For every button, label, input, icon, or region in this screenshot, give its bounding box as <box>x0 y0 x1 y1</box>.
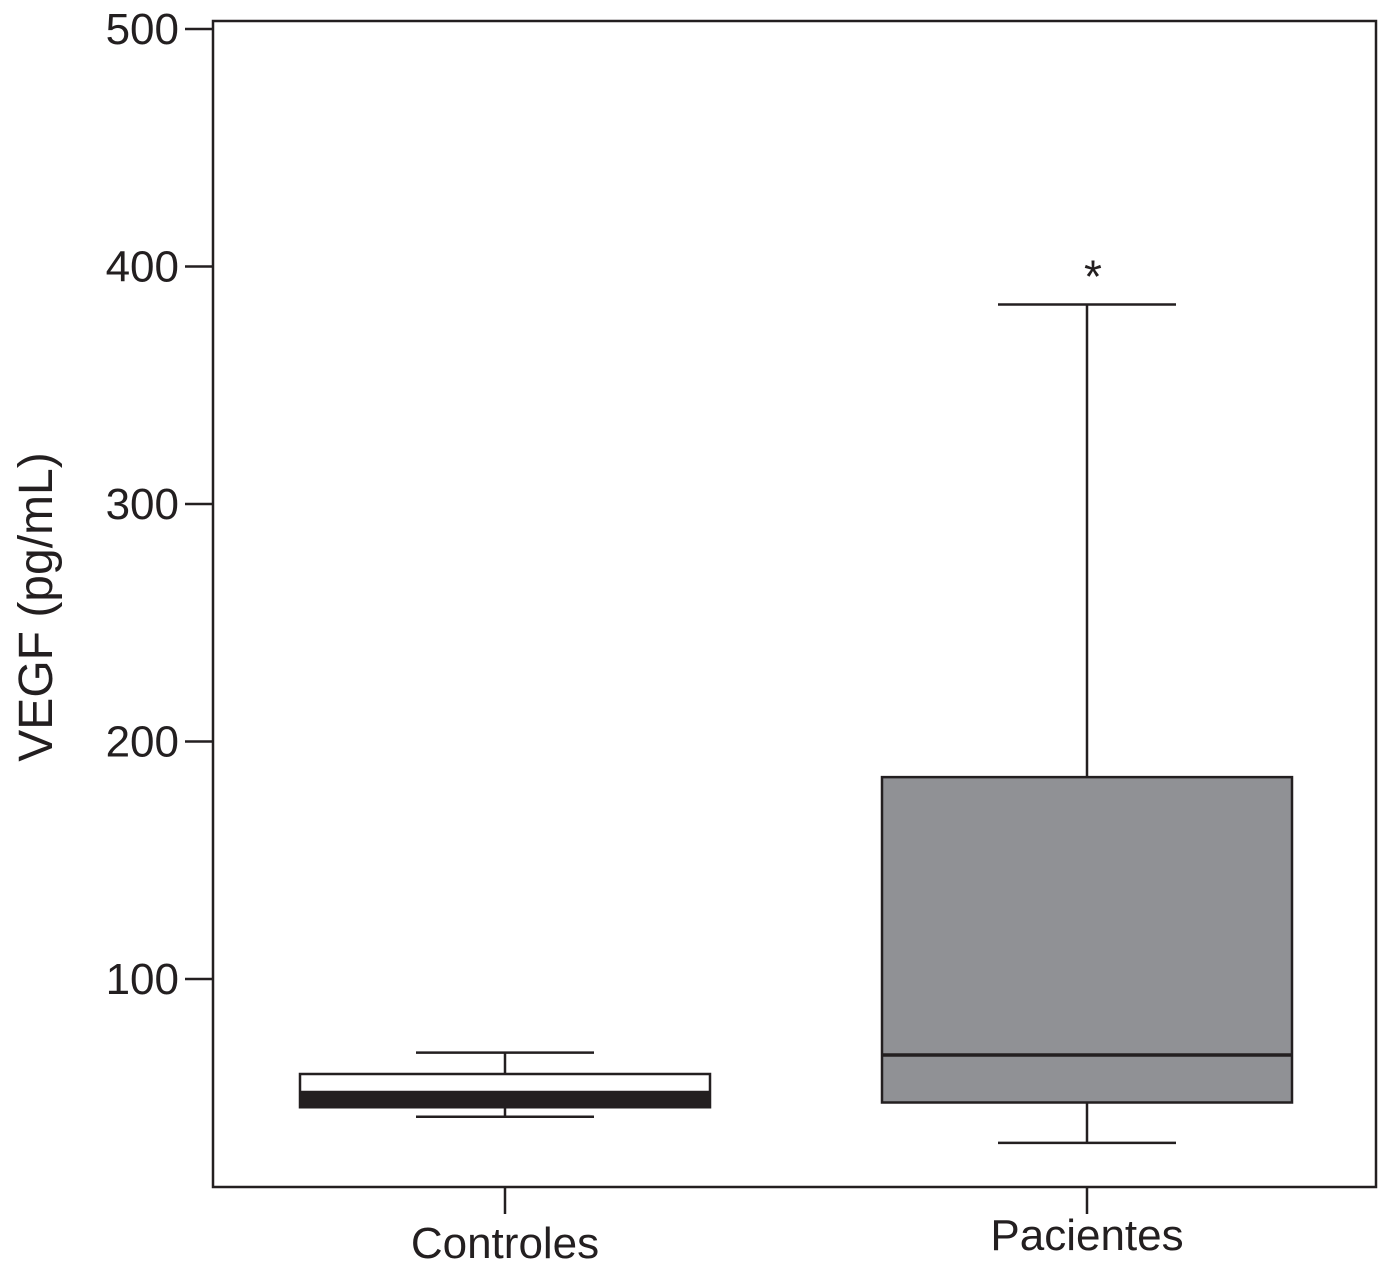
plot-frame <box>211 19 1378 1189</box>
y-tick-label: 400 <box>106 243 179 292</box>
median-band <box>300 1090 710 1108</box>
significance-marker: * <box>1084 251 1102 303</box>
y-tick-label: 300 <box>106 480 179 529</box>
y-tick-label: 500 <box>106 5 179 54</box>
box-iqr <box>880 775 1294 1104</box>
axes: 100 200 300 400 500 Controles Pacientes <box>106 5 1378 1268</box>
box-pacientes: * <box>880 251 1294 1145</box>
x-tick-label: Controles <box>411 1219 599 1268</box>
y-axis-title: VEGF (pg/mL) <box>10 452 63 761</box>
y-tick-label: 200 <box>106 718 179 767</box>
box-controles <box>298 1051 712 1118</box>
boxes: * <box>298 251 1294 1145</box>
x-tick-label: Pacientes <box>990 1211 1183 1260</box>
y-tick-label: 100 <box>106 955 179 1004</box>
